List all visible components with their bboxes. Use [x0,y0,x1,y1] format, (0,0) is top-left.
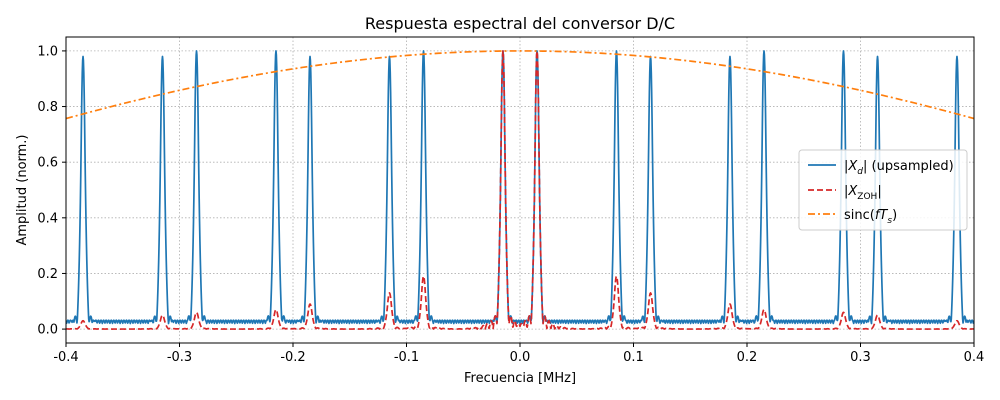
x-axis-label: Frecuencia [MHz] [464,371,576,386]
x-tick-label: 0.2 [737,350,758,365]
x-tick-label: -0.2 [280,350,305,365]
y-axis: 0.0 0.2 0.4 0.6 0.8 1.0 [37,44,66,338]
series-line-0 [66,50,974,325]
y-tick-label: 1.0 [37,44,58,59]
x-tick-label: 0.3 [850,350,871,365]
legend-entry-xzoh: |XZOH| [844,184,882,202]
x-tick-label: 0.4 [964,350,985,365]
y-tick-label: 0.8 [37,100,58,115]
x-tick-label: 0.0 [510,350,531,365]
y-tick-label: 0.2 [37,267,58,282]
x-tick-label: -0.1 [394,350,419,365]
x-axis: -0.4 -0.3 -0.2 -0.1 0.0 0.1 0.2 0.3 0.4 [53,343,984,365]
legend: |Xd| (upsampled) |XZOH| sinc(fTs) [798,149,968,231]
series-line-2 [66,50,974,120]
x-tick-label: -0.3 [167,350,192,365]
chart-title: Respuesta espectral del conversor D/C [365,14,675,33]
legend-entry-xd: |Xd| (upsampled) [844,159,954,177]
legend-box [798,149,968,231]
series-line-1 [66,50,974,330]
plot-area [66,50,974,330]
x-tick-label: 0.1 [623,350,644,365]
x-tick-label: -0.4 [53,350,78,365]
legend-entry-sinc: sinc(fTs) [844,208,897,226]
y-tick-label: 0.6 [37,156,58,171]
y-tick-label: 0.0 [37,323,58,338]
y-axis-label: Amplitud (norm.) [15,134,30,245]
y-tick-label: 0.4 [37,211,58,226]
